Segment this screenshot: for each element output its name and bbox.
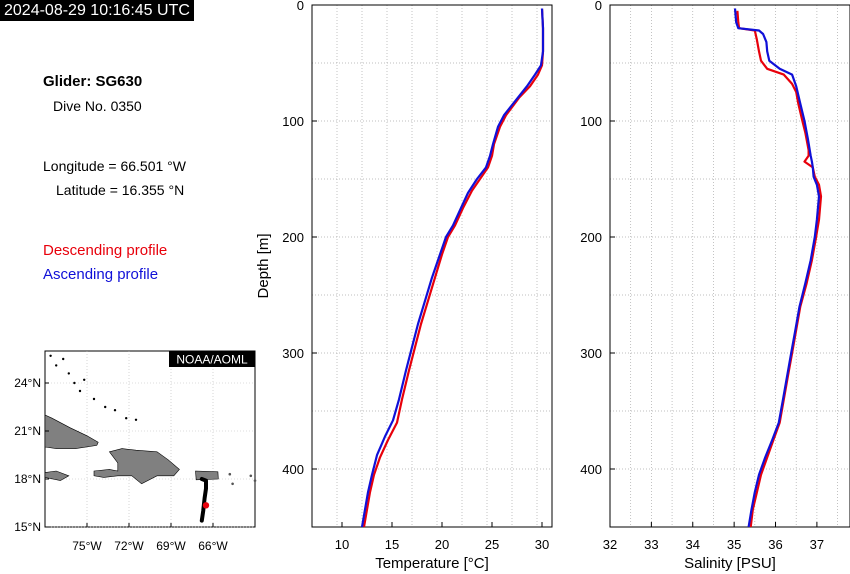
y-axis-label: Depth [m] <box>255 233 272 298</box>
island-dot <box>78 389 82 393</box>
ascending-series-line <box>733 8 821 528</box>
map-lon-label: 72°W <box>114 539 144 553</box>
descending-profile-label: Descending profile <box>43 242 168 259</box>
map-lat-label: 21°N <box>14 424 41 438</box>
island-dot <box>125 417 128 420</box>
ascending-profile-label: Ascending profile <box>43 266 159 283</box>
map-credit: NOAA/AOML <box>176 353 248 367</box>
plot-frame <box>311 4 553 528</box>
dive-number: Dive No. 0350 <box>53 98 142 114</box>
timestamp: 2024-08-29 10:16:45 UTC <box>0 0 194 21</box>
glider-name: Glider: SG630 <box>43 73 143 90</box>
y-tick-label: 400 <box>580 462 602 477</box>
island-dot <box>55 364 58 367</box>
x-tick-label: 36 <box>768 537 782 552</box>
hispaniola-landmass <box>93 448 180 485</box>
glider-track <box>199 477 208 523</box>
island-dot <box>104 405 107 409</box>
x-axis-label: Temperature [°C] <box>375 555 489 572</box>
x-tick-label: 37 <box>810 537 824 552</box>
x-tick-label: 25 <box>485 537 499 552</box>
ascending-series-line <box>360 8 545 528</box>
island-dot <box>62 357 65 361</box>
latitude-readout: Latitude = 16.355 °N <box>56 182 185 198</box>
map-lat-label: 15°N <box>14 520 41 534</box>
map-lon-label: 69°W <box>156 539 186 553</box>
map-lat-label: 18°N <box>14 472 41 486</box>
y-tick-label: 200 <box>282 230 304 245</box>
y-tick-label: 100 <box>580 114 602 129</box>
island-dot <box>67 372 71 375</box>
map-lon-label: 66°W <box>198 539 228 553</box>
island-dot <box>231 482 234 486</box>
map-credit-box <box>169 351 255 367</box>
y-tick-label: 200 <box>580 230 602 245</box>
x-tick-label: 33 <box>644 537 658 552</box>
x-tick-label: 34 <box>686 537 700 552</box>
x-tick-label: 15 <box>385 537 399 552</box>
plot-frame <box>609 4 850 528</box>
x-tick-label: 20 <box>435 537 449 552</box>
y-tick-label: 300 <box>580 346 602 361</box>
island-dot <box>134 418 138 421</box>
y-tick-label: 100 <box>282 114 304 129</box>
map-lon-label: 75°W <box>72 539 102 553</box>
island-dot <box>113 409 117 412</box>
cuba-landmass <box>44 414 99 449</box>
island-dot <box>49 354 52 357</box>
y-tick-label: 0 <box>297 0 304 13</box>
island-dot <box>253 479 257 482</box>
x-tick-label: 35 <box>727 537 741 552</box>
island-dot <box>73 381 76 385</box>
descending-series-line <box>362 8 545 528</box>
island-dot <box>92 397 96 401</box>
jamaica-landmass <box>44 470 70 481</box>
y-tick-label: 0 <box>595 0 602 13</box>
y-tick-label: 300 <box>282 346 304 361</box>
x-tick-label: 30 <box>535 537 549 552</box>
longitude-readout: Longitude = 66.501 °W <box>43 158 186 174</box>
glider-position-marker <box>202 502 210 509</box>
island-dot <box>249 474 253 478</box>
x-tick-label: 10 <box>335 537 349 552</box>
x-tick-label: 32 <box>603 537 617 552</box>
y-tick-label: 400 <box>282 462 304 477</box>
map-lat-label: 24°N <box>14 376 41 390</box>
x-axis-label: Salinity [PSU] <box>684 555 776 572</box>
island-dot <box>83 378 86 381</box>
island-dot <box>228 472 232 476</box>
